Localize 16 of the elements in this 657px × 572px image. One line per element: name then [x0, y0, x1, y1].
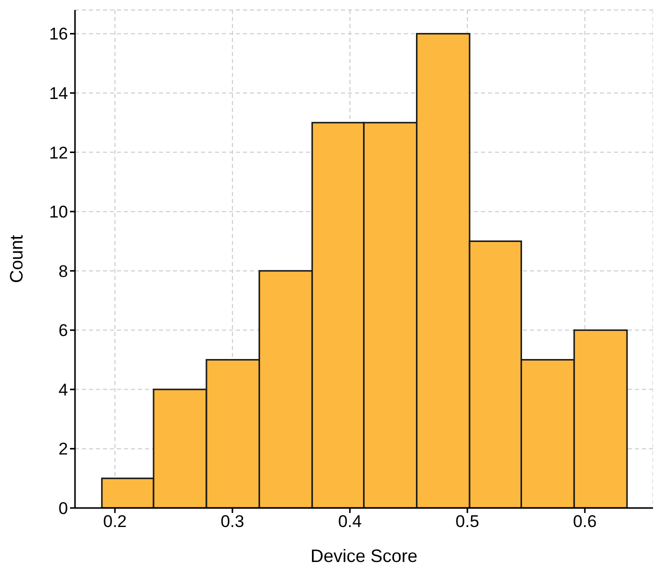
x-tick-label: 0.6 [573, 512, 597, 532]
y-tick-label: 0 [58, 499, 68, 518]
y-tick-label: 14 [49, 84, 68, 104]
y-tick-label: 4 [58, 380, 68, 400]
x-axis-title: Device Score [310, 546, 418, 566]
y-tick-label: 12 [49, 143, 68, 162]
y-tick-label: 10 [49, 202, 68, 222]
y-axis-title: Count [6, 234, 26, 284]
x-tick-label: 0.3 [220, 512, 244, 532]
y-tick-label: 8 [58, 262, 68, 281]
y-tick-label: 6 [58, 321, 68, 340]
x-tick-label: 0.5 [456, 512, 480, 532]
y-tick-label: 16 [49, 24, 68, 44]
y-tick-label: 2 [58, 440, 68, 459]
x-tick-label: 0.2 [103, 512, 127, 532]
x-tick-label: 0.4 [338, 512, 362, 532]
